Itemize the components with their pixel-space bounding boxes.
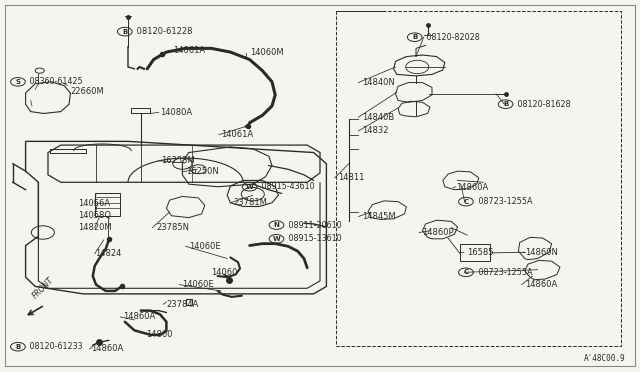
Text: 14840N: 14840N	[362, 78, 394, 87]
Text: 08120-81628: 08120-81628	[515, 100, 571, 109]
Bar	[95, 193, 120, 216]
Text: 14840B: 14840B	[362, 113, 394, 122]
Text: B: B	[122, 29, 127, 35]
Bar	[131, 108, 150, 113]
Text: 14845M: 14845M	[362, 212, 396, 221]
Text: 14056A: 14056A	[78, 199, 110, 208]
Text: 14860A: 14860A	[91, 344, 123, 353]
Text: 14820M: 14820M	[78, 223, 112, 232]
Text: W: W	[273, 236, 280, 242]
Text: C: C	[463, 269, 468, 275]
Text: 14811: 14811	[338, 173, 364, 182]
Text: 14860: 14860	[146, 330, 172, 339]
Text: 14061A: 14061A	[221, 130, 253, 139]
Text: 14060M: 14060M	[250, 48, 284, 57]
Text: 08723-1255A: 08723-1255A	[476, 197, 532, 206]
Text: 14058Q: 14058Q	[78, 211, 111, 220]
Text: 14080A: 14080A	[160, 108, 192, 117]
Text: 16253M: 16253M	[161, 156, 195, 165]
Text: 08360-61425: 08360-61425	[27, 77, 83, 86]
Text: 08723-1255A: 08723-1255A	[476, 268, 532, 277]
Text: 14832: 14832	[362, 126, 388, 135]
Text: 14060: 14060	[211, 268, 237, 277]
Text: 14860A: 14860A	[456, 183, 488, 192]
Text: 14860A: 14860A	[123, 312, 155, 321]
Text: 14060E: 14060E	[189, 242, 220, 251]
Text: B: B	[15, 344, 20, 350]
Text: 23785N: 23785N	[157, 223, 190, 232]
Text: 08120-61233: 08120-61233	[27, 342, 83, 351]
Text: 14060E: 14060E	[182, 280, 214, 289]
Text: 22660M: 22660M	[70, 87, 104, 96]
Text: FRONT: FRONT	[31, 276, 56, 300]
Text: 08911-20610: 08911-20610	[286, 221, 342, 230]
Text: 14860N: 14860N	[525, 248, 557, 257]
Text: 14824: 14824	[95, 249, 121, 258]
Text: A'48C00.9: A'48C00.9	[584, 354, 626, 363]
Text: B: B	[412, 34, 417, 40]
Text: S: S	[15, 79, 20, 85]
Bar	[460, 244, 490, 261]
Text: W: W	[246, 184, 253, 190]
Text: 23784A: 23784A	[166, 300, 199, 309]
Text: B: B	[503, 101, 508, 107]
Text: 23781M: 23781M	[234, 198, 268, 207]
Text: C: C	[463, 199, 468, 205]
Text: 08120-61228: 08120-61228	[134, 27, 193, 36]
Text: 08915-13610: 08915-13610	[286, 234, 342, 243]
Text: N: N	[273, 222, 280, 228]
Text: 16585: 16585	[467, 248, 493, 257]
Text: 16250N: 16250N	[186, 167, 218, 176]
Text: 08915-43610: 08915-43610	[259, 182, 315, 191]
Text: 08120-82028: 08120-82028	[424, 33, 480, 42]
Text: 14061A: 14061A	[173, 46, 205, 55]
Text: 14860A: 14860A	[525, 280, 557, 289]
Text: 14860P: 14860P	[422, 228, 454, 237]
